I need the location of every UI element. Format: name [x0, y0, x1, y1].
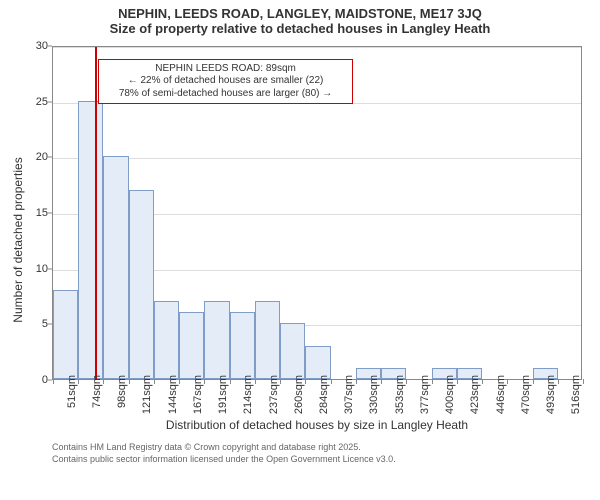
y-tick-label: 30: [28, 40, 48, 52]
bar: [230, 312, 255, 379]
x-tick-mark: [331, 379, 332, 384]
footnote-line1: Contains HM Land Registry data © Crown c…: [52, 442, 600, 454]
x-tick-label: 446sqm: [495, 375, 507, 414]
x-tick-mark: [305, 379, 306, 384]
x-tick-mark: [179, 379, 180, 384]
x-tick-mark: [154, 379, 155, 384]
annotation-line2: ← 22% of detached houses are smaller (22…: [105, 75, 346, 88]
x-tick-label: 74sqm: [91, 375, 103, 408]
footnote-line2: Contains public sector information licen…: [52, 454, 600, 466]
x-tick-mark: [406, 379, 407, 384]
chart-container: NEPHIN, LEEDS ROAD, LANGLEY, MAIDSTONE, …: [0, 0, 600, 500]
y-tick-label: 15: [28, 207, 48, 219]
x-tick-label: 307sqm: [343, 375, 355, 414]
bar: [204, 301, 229, 379]
x-tick-label: 423sqm: [469, 375, 481, 414]
x-tick-label: 377sqm: [419, 375, 431, 414]
bar: [154, 301, 179, 379]
x-tick-label: 260sqm: [293, 375, 305, 414]
x-tick-label: 214sqm: [242, 375, 254, 414]
annotation-line3: 78% of semi-detached houses are larger (…: [105, 88, 346, 101]
annotation-line1: NEPHIN LEEDS ROAD: 89sqm: [105, 63, 346, 76]
x-tick-label: 353sqm: [394, 375, 406, 414]
x-tick-mark: [381, 379, 382, 384]
x-tick-label: 51sqm: [66, 375, 78, 408]
x-tick-label: 330sqm: [368, 375, 380, 414]
x-tick-label: 98sqm: [116, 375, 128, 408]
y-tick-label: 25: [28, 96, 48, 108]
plot-area: NEPHIN LEEDS ROAD: 89sqm ← 22% of detach…: [52, 46, 582, 380]
x-tick-label: 191sqm: [217, 375, 229, 414]
x-tick-label: 284sqm: [318, 375, 330, 414]
bar: [255, 301, 280, 379]
bar: [129, 190, 154, 379]
x-tick-mark: [482, 379, 483, 384]
plot-wrap: Number of detached properties 0 5 10 15 20 25…: [0, 40, 600, 440]
x-tick-label: 121sqm: [141, 375, 153, 414]
bar: [305, 346, 330, 379]
x-tick-mark: [583, 379, 584, 384]
y-tick-label: 10: [28, 263, 48, 275]
x-tick-label: 493sqm: [545, 375, 557, 414]
x-tick-label: 470sqm: [520, 375, 532, 414]
annotation-box: NEPHIN LEEDS ROAD: 89sqm ← 22% of detach…: [98, 59, 353, 105]
x-tick-mark: [129, 379, 130, 384]
x-tick-label: 237sqm: [268, 375, 280, 414]
x-tick-label: 167sqm: [192, 375, 204, 414]
x-tick-mark: [280, 379, 281, 384]
x-tick-mark: [432, 379, 433, 384]
x-axis-label: Distribution of detached houses by size …: [52, 418, 582, 432]
y-axis-label: Number of detached properties: [11, 157, 25, 322]
bar: [179, 312, 204, 379]
x-tick-mark: [356, 379, 357, 384]
x-tick-mark: [230, 379, 231, 384]
x-tick-label: 400sqm: [444, 375, 456, 414]
bar: [103, 156, 128, 379]
x-tick-label: 144sqm: [167, 375, 179, 414]
footnote: Contains HM Land Registry data © Crown c…: [0, 440, 600, 465]
x-tick-mark: [53, 379, 54, 384]
bar: [53, 290, 78, 379]
y-tick-label: 0: [28, 374, 48, 386]
x-tick-mark: [533, 379, 534, 384]
x-tick-mark: [103, 379, 104, 384]
x-tick-mark: [507, 379, 508, 384]
x-tick-mark: [457, 379, 458, 384]
bar: [280, 323, 305, 379]
chart-title-line2: Size of property relative to detached ho…: [0, 21, 600, 36]
x-tick-label: 516sqm: [570, 375, 582, 414]
marker-line: [95, 47, 97, 379]
x-tick-mark: [78, 379, 79, 384]
chart-title-line1: NEPHIN, LEEDS ROAD, LANGLEY, MAIDSTONE, …: [0, 0, 600, 21]
x-tick-mark: [558, 379, 559, 384]
x-tick-mark: [255, 379, 256, 384]
bar: [78, 101, 103, 379]
y-tick-label: 5: [28, 318, 48, 330]
x-tick-mark: [204, 379, 205, 384]
y-tick-label: 20: [28, 151, 48, 163]
